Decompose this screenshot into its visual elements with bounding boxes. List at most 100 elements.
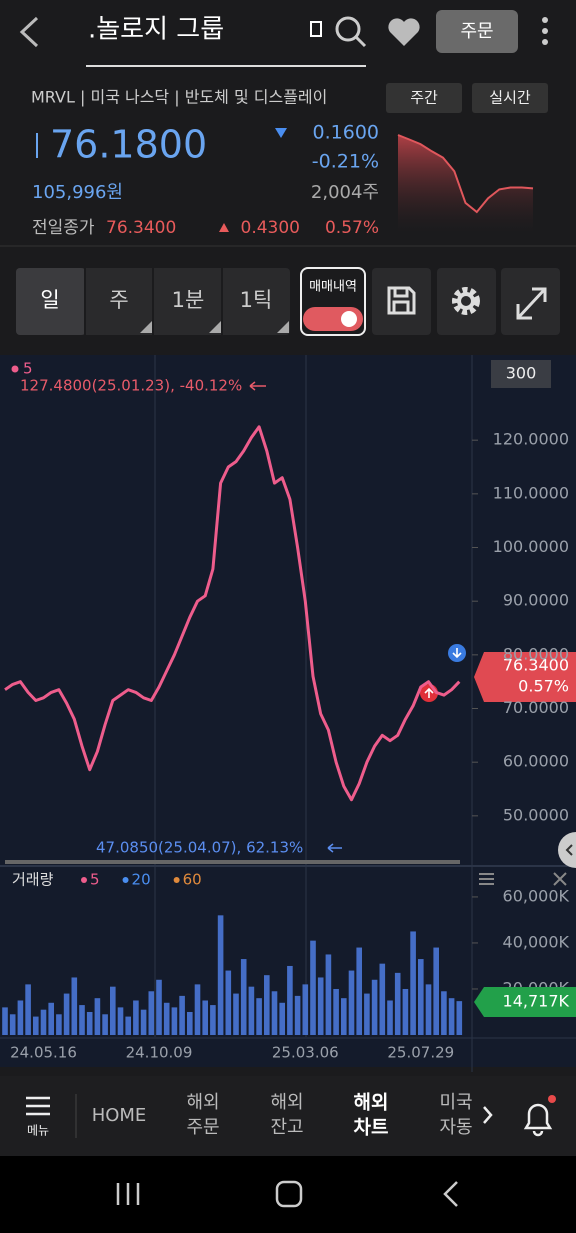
volume-bar <box>40 1009 47 1035</box>
order-button[interactable] <box>436 10 518 53</box>
volume-bar <box>79 1005 85 1035</box>
y-tick-label: 100.0000 <box>493 537 569 556</box>
volume-bar <box>348 970 355 1035</box>
legend-dot <box>173 877 180 883</box>
volume-bar <box>271 991 278 1035</box>
volume-bar <box>194 984 201 1035</box>
volume-bar <box>433 947 439 1035</box>
nav-item[interactable]: 차트 <box>354 1117 389 1139</box>
search-icon[interactable] <box>335 16 367 48</box>
tab-corner-marks <box>140 321 289 333</box>
period-box <box>491 360 551 388</box>
period-tab[interactable]: 일 <box>40 288 59 312</box>
y-tick-label: 60.0000 <box>503 752 569 771</box>
weekly-button[interactable] <box>386 83 462 113</box>
last-change-pct: 0.57% <box>518 677 569 696</box>
nav-item[interactable]: 자동 <box>439 1117 472 1138</box>
x-tick-label: 25.07.29 <box>387 1044 454 1062</box>
volume-title: 거래량 <box>12 871 54 889</box>
nav-more-arrow[interactable] <box>483 1106 493 1124</box>
period-count: 300 <box>506 364 537 383</box>
period-tab[interactable]: 1틱 <box>240 288 273 312</box>
more-icon[interactable] <box>542 17 548 45</box>
legend-dot <box>11 365 19 373</box>
volume-bar <box>63 993 70 1035</box>
legend-label: 60 <box>183 871 202 889</box>
buy-marker-arrow <box>424 687 434 698</box>
volume-bar <box>287 965 293 1035</box>
volume-bar <box>356 947 362 1035</box>
period-tab[interactable]: 주 <box>109 288 128 312</box>
high-annotation: 127.4800(25.01.23), -40.12% <box>20 377 242 395</box>
y-tick-label: 50.0000 <box>503 805 569 824</box>
volume-bar <box>425 984 432 1035</box>
sparkline-area <box>398 135 533 232</box>
menu-label: 메뉴 <box>27 1124 49 1138</box>
bottom-nav <box>0 1076 576 1156</box>
volume-bar <box>217 915 224 1035</box>
volume-bar <box>264 975 270 1035</box>
favorite-icon[interactable] <box>388 18 420 46</box>
recents-button[interactable] <box>116 1183 140 1205</box>
realtime-button[interactable] <box>472 83 548 113</box>
volume-bar <box>94 998 101 1035</box>
menu-icon[interactable] <box>26 1096 50 1116</box>
last-price-tag <box>474 652 576 702</box>
volume-bar <box>48 1002 54 1035</box>
period-tab[interactable]: 1분 <box>172 288 205 312</box>
volume-bar <box>2 1007 8 1035</box>
volume-bar <box>325 954 332 1035</box>
nav-item[interactable]: 해외 <box>354 1092 389 1114</box>
volume-bar <box>256 998 262 1035</box>
sell-marker-arrow <box>452 648 462 659</box>
volume-bar <box>225 970 232 1035</box>
back-button[interactable] <box>19 16 39 48</box>
nav-item[interactable]: 해외 <box>270 1092 303 1113</box>
nav-item[interactable]: 미국 <box>439 1092 472 1113</box>
legend-dot <box>122 877 129 883</box>
legend-label: 5 <box>90 871 100 889</box>
prev-change-pct: 0.57% <box>325 218 379 238</box>
clear-icon[interactable] <box>310 21 322 37</box>
nav-item[interactable]: 잔고 <box>270 1117 303 1138</box>
volume-bar <box>179 995 185 1035</box>
volume-bar <box>310 940 316 1035</box>
volume-menu-icon[interactable] <box>479 873 494 885</box>
volume-close-icon[interactable] <box>553 872 567 886</box>
y-tick-label: 90.0000 <box>503 591 569 610</box>
y-tick-label: 80.0000 <box>503 644 569 663</box>
nav-item[interactable]: 주문 <box>186 1117 219 1138</box>
volume-bar <box>333 988 339 1035</box>
last-price: 76.3400 <box>503 656 569 675</box>
volume-last: 14,717K <box>503 992 570 1011</box>
volume-bar <box>302 984 309 1035</box>
home-button[interactable] <box>275 1180 303 1208</box>
prev-close-label: 전일종가 <box>32 218 95 238</box>
nav-item[interactable]: HOME <box>92 1105 147 1126</box>
symbol-line: MRVL | 미국 나스닥 | 반도체 및 디스플레이 <box>31 88 327 107</box>
volume-bar <box>364 993 370 1035</box>
back-system-button[interactable] <box>443 1181 458 1207</box>
prev-close: 76.3400 <box>106 218 176 238</box>
notification-icon[interactable] <box>523 1103 553 1137</box>
volume-bar <box>71 977 78 1035</box>
volume-bar <box>148 991 155 1035</box>
volume-bar <box>233 993 239 1035</box>
down-arrow <box>275 128 287 138</box>
settings-button[interactable] <box>437 268 496 335</box>
volume-bar <box>125 1016 131 1035</box>
active-tab <box>16 268 85 335</box>
realtime-label: 실시간 <box>489 89 531 107</box>
volume-bar <box>163 1002 170 1035</box>
volume-bar <box>210 1005 216 1035</box>
toggle-knob <box>341 311 357 327</box>
nav-item[interactable]: 해외 <box>186 1092 219 1113</box>
volume-bar <box>240 959 247 1035</box>
change-pct: -0.21% <box>312 151 379 173</box>
price-line <box>4 425 461 802</box>
fullscreen-button[interactable] <box>501 268 560 335</box>
volume-bar <box>441 991 447 1035</box>
up-arrow <box>219 223 229 232</box>
y-tick-label: 60,000K <box>503 886 570 905</box>
volume-bar <box>117 1007 124 1035</box>
